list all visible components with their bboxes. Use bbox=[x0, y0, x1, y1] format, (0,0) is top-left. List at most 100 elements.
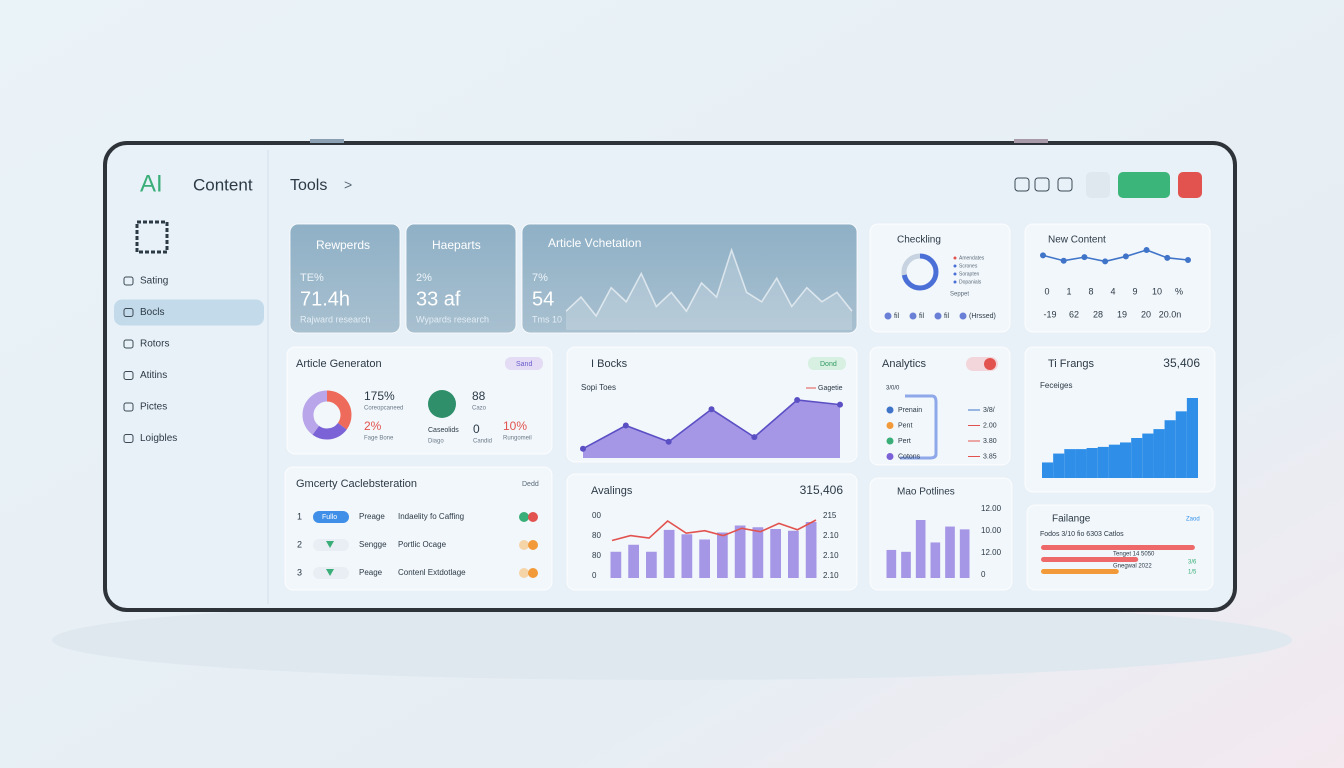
label: -19 bbox=[1043, 309, 1056, 319]
bar bbox=[628, 544, 639, 578]
label: Sengge bbox=[359, 540, 387, 549]
sidebar-icon bbox=[123, 276, 134, 286]
label: 3.80 bbox=[983, 438, 997, 445]
label: Candid bbox=[473, 439, 492, 445]
label: I Bocks bbox=[591, 358, 628, 370]
point bbox=[751, 434, 758, 441]
label: Mao Potlines bbox=[897, 487, 955, 498]
label: 1 bbox=[1066, 286, 1071, 296]
sidebar-item[interactable]: Pictes bbox=[140, 402, 167, 413]
label: Dedd bbox=[522, 481, 539, 488]
card bbox=[869, 346, 1011, 466]
label: 62 bbox=[1069, 309, 1079, 319]
label: New Content bbox=[1048, 235, 1106, 246]
bar bbox=[717, 532, 728, 578]
label: Tms 10 bbox=[532, 314, 562, 324]
toggle-knob bbox=[984, 358, 996, 370]
header-icon[interactable] bbox=[1057, 177, 1073, 192]
sidebar-item[interactable]: Rotors bbox=[140, 339, 169, 350]
header-button[interactable] bbox=[1178, 172, 1202, 198]
card bbox=[284, 466, 553, 591]
label: 88 bbox=[472, 389, 486, 403]
bar bbox=[734, 525, 746, 578]
label: Pent bbox=[898, 422, 912, 429]
header-icon[interactable] bbox=[1034, 177, 1050, 192]
line bbox=[611, 519, 817, 542]
bar bbox=[1053, 453, 1065, 478]
label: Sopi Toes bbox=[581, 383, 616, 392]
label: 00 bbox=[592, 511, 601, 520]
label: 19 bbox=[1117, 309, 1127, 319]
bar bbox=[699, 539, 710, 578]
point bbox=[1102, 258, 1109, 265]
label: fil bbox=[919, 313, 925, 320]
label: 215 bbox=[823, 511, 837, 520]
label: 2.10 bbox=[823, 551, 839, 560]
label: 8 bbox=[1088, 286, 1093, 296]
bar bbox=[752, 527, 764, 578]
bracket bbox=[900, 394, 938, 460]
dot bbox=[886, 453, 894, 460]
point bbox=[1040, 252, 1046, 259]
progress-bar bbox=[1041, 545, 1195, 550]
bar bbox=[1153, 429, 1165, 478]
label: Fodos 3/10 fio 6303 Catlos bbox=[1040, 531, 1124, 538]
label: Content bbox=[193, 175, 253, 194]
tag bbox=[313, 511, 349, 523]
label: Tools bbox=[290, 177, 327, 194]
label: Rewperds bbox=[316, 238, 370, 252]
bar bbox=[805, 522, 817, 578]
label: 0 bbox=[592, 571, 597, 580]
label: % bbox=[1175, 286, 1183, 296]
sidebar-active bbox=[114, 299, 264, 326]
sidebar-item[interactable]: Loigbles bbox=[140, 433, 177, 444]
label: 3/6 bbox=[1188, 560, 1197, 566]
label: 2 bbox=[297, 539, 302, 549]
legend-dot bbox=[953, 264, 957, 268]
label: Gagetie bbox=[818, 385, 843, 392]
header-button[interactable] bbox=[1086, 172, 1110, 198]
bar bbox=[901, 551, 911, 578]
label: 7% bbox=[532, 272, 548, 284]
bar bbox=[610, 551, 622, 578]
label: 20.0n bbox=[1159, 309, 1182, 319]
label: Diago bbox=[428, 439, 444, 445]
donut-segment bbox=[302, 390, 352, 440]
bar bbox=[1120, 442, 1132, 478]
line bbox=[1042, 249, 1189, 263]
tag-icon bbox=[909, 312, 917, 320]
sidebar-item[interactable]: Sating bbox=[140, 276, 168, 287]
label: Wypards research bbox=[416, 314, 489, 324]
label: fil bbox=[944, 313, 950, 320]
bar bbox=[681, 534, 693, 578]
label: Portlic Ocage bbox=[398, 540, 447, 549]
sidebar-item[interactable]: Bocls bbox=[140, 307, 164, 318]
label: 12.00 bbox=[981, 504, 1002, 513]
card bbox=[405, 223, 517, 334]
label: Rungomeil bbox=[503, 436, 532, 442]
label: Feceiges bbox=[1040, 381, 1072, 390]
bar bbox=[788, 530, 799, 578]
status bbox=[519, 512, 529, 522]
sidebar-item[interactable]: Atitins bbox=[140, 370, 167, 381]
bar bbox=[1131, 438, 1143, 478]
card bbox=[1024, 223, 1211, 333]
donut-segment bbox=[901, 253, 939, 291]
label: 35,406 bbox=[1163, 356, 1200, 370]
label: Pert bbox=[898, 438, 911, 445]
label: fil bbox=[894, 313, 900, 320]
bar bbox=[1064, 449, 1076, 478]
label: 28 bbox=[1093, 309, 1103, 319]
card bbox=[521, 223, 858, 334]
label: 175% bbox=[364, 389, 395, 403]
qr-code bbox=[135, 220, 169, 254]
header-button[interactable] bbox=[1118, 172, 1170, 198]
legend-dot bbox=[953, 256, 957, 260]
label: 54 bbox=[532, 288, 554, 310]
label: 71.4h bbox=[300, 288, 350, 310]
label: Fullo bbox=[322, 514, 337, 521]
dot bbox=[886, 406, 894, 414]
label: > bbox=[344, 177, 352, 193]
header-icon[interactable] bbox=[1014, 177, 1030, 192]
